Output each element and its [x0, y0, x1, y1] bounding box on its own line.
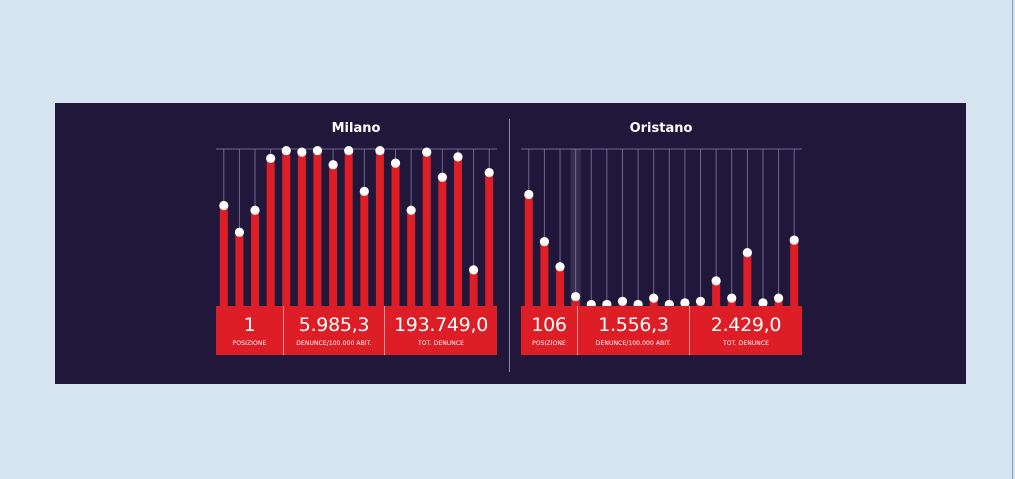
- bar-marker: [649, 293, 659, 303]
- bar-marker: [359, 186, 369, 196]
- bar-marker: [539, 237, 550, 247]
- bar: [313, 150, 322, 306]
- stat-denunce-per-abit: 1.556,3 DENUNCE/100.000 ABIT.: [577, 306, 689, 355]
- bar-marker: [571, 291, 581, 302]
- bar-marker: [312, 145, 323, 156]
- bar-marker: [742, 248, 752, 258]
- bar: [266, 158, 275, 306]
- bar-marker: [711, 276, 721, 286]
- bar-marker: [789, 235, 799, 245]
- chart-title-oristano: Oristano: [629, 121, 693, 136]
- bar: [375, 150, 384, 306]
- bar: [485, 172, 494, 306]
- bar-marker: [390, 158, 401, 168]
- stat-denunce-per-abit: 5.985,3 DENUNCE/100.000 ABIT.: [283, 306, 384, 355]
- charts-panel: Milano 1 POSIZIONE 5.985,3 DENUNCE/100.0…: [55, 103, 966, 384]
- bar-marker: [281, 145, 291, 156]
- stat-posizione: 106 POSIZIONE: [521, 306, 577, 355]
- bar: [540, 241, 549, 306]
- bar-marker: [250, 205, 260, 215]
- bar-chart-oristano: [521, 143, 802, 310]
- stat-value: 1: [243, 313, 256, 336]
- bar-marker: [375, 145, 385, 156]
- stat-label: POSIZIONE: [532, 339, 566, 347]
- stat-value: 106: [531, 313, 567, 336]
- bar-marker: [297, 147, 307, 157]
- stat-label: DENUNCE/100.000 ABIT.: [595, 339, 672, 347]
- bar: [391, 163, 400, 306]
- bar: [790, 240, 799, 306]
- bar: [235, 232, 244, 306]
- bar: [469, 269, 478, 306]
- bar-chart-milano-svg: [216, 145, 497, 306]
- bar: [344, 150, 353, 306]
- bar-marker: [328, 160, 338, 170]
- bar: [407, 210, 416, 306]
- bar-marker: [422, 147, 432, 157]
- stat-label: DENUNCE/100.000 ABIT.: [296, 339, 372, 347]
- stat-tot-denunce: 2.429,0 TOT. DENUNCE: [689, 306, 802, 355]
- bar-chart-milano: [216, 143, 497, 306]
- stat-value: 193.749,0: [394, 313, 488, 336]
- bar: [329, 164, 338, 306]
- stats-box-milano: 1 POSIZIONE 5.985,3 DENUNCE/100.000 ABIT…: [216, 306, 497, 355]
- stat-label: POSIZIONE: [232, 339, 267, 347]
- bar: [422, 152, 431, 306]
- bar-marker: [406, 205, 416, 215]
- stat-label: TOT. DENUNCE: [417, 339, 465, 347]
- bar-marker: [524, 189, 534, 200]
- stat-value: 2.429,0: [710, 313, 782, 336]
- bar-marker: [468, 265, 479, 275]
- bar-marker: [234, 227, 245, 237]
- bar-marker: [773, 293, 784, 303]
- bar: [438, 177, 447, 306]
- stat-label: TOT. DENUNCE: [722, 339, 770, 347]
- bar: [524, 194, 533, 306]
- stat-value: 1.556,3: [598, 313, 669, 336]
- bar: [219, 205, 228, 306]
- bar-marker: [695, 296, 706, 306]
- bar-marker: [266, 153, 276, 164]
- bar: [556, 266, 565, 306]
- bar: [453, 156, 462, 306]
- bar-marker: [727, 293, 737, 303]
- chart-title-milano: Milano: [331, 121, 381, 136]
- bar: [282, 150, 291, 306]
- bar-marker: [680, 298, 690, 308]
- bar: [360, 191, 369, 306]
- bar: [743, 252, 752, 306]
- stat-posizione: 1 POSIZIONE: [216, 306, 283, 355]
- chart-divider: [509, 119, 510, 372]
- bar: [571, 296, 580, 306]
- bar: [297, 152, 306, 306]
- stat-value: 5.985,3: [298, 313, 370, 336]
- bar-marker: [758, 298, 768, 308]
- bar-marker: [219, 200, 229, 211]
- bar-marker: [484, 167, 494, 178]
- page-edge-rule: [1012, 0, 1013, 479]
- bar-chart-oristano-svg: [521, 148, 802, 310]
- bar: [251, 210, 260, 306]
- bar-marker: [437, 172, 447, 182]
- bar-marker: [617, 296, 628, 306]
- stat-tot-denunce: 193.749,0 TOT. DENUNCE: [384, 306, 497, 355]
- bar: [712, 280, 721, 306]
- bar-marker: [555, 262, 565, 272]
- bar-marker: [453, 152, 463, 162]
- bar-marker: [344, 145, 354, 156]
- stats-box-oristano: 106 POSIZIONE 1.556,3 DENUNCE/100.000 AB…: [521, 306, 802, 355]
